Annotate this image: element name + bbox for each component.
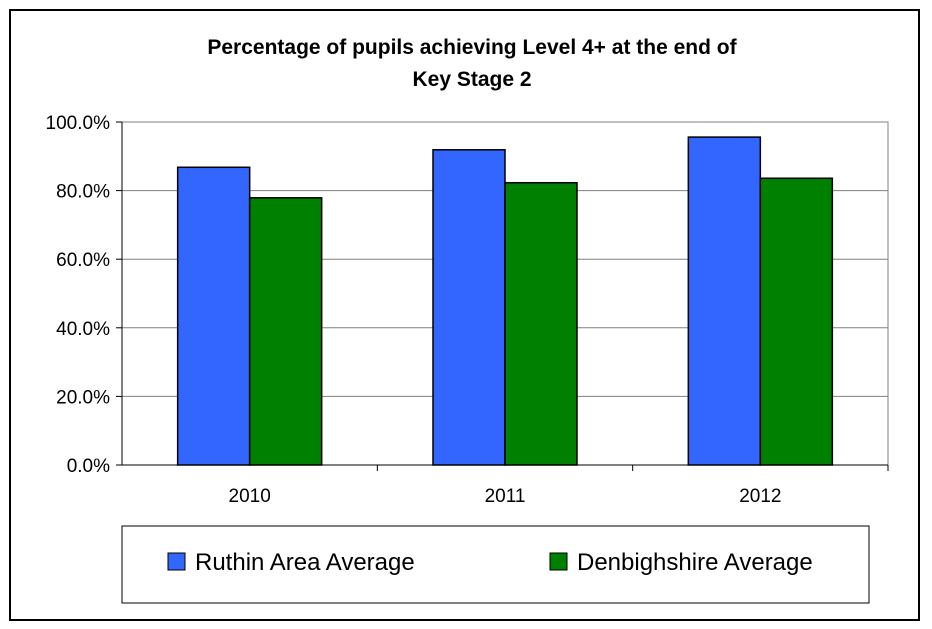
legend-label: Ruthin Area Average (195, 549, 415, 576)
x-tick-label: 2012 (739, 486, 781, 507)
legend-box (121, 525, 870, 604)
y-tick-label: 20.0% (56, 387, 110, 408)
y-tick-label: 80.0% (56, 182, 110, 203)
bar (504, 181, 578, 466)
y-tick-label: 60.0% (56, 250, 110, 271)
legend-swatch (167, 552, 186, 571)
y-tick-label: 0.0% (67, 456, 110, 477)
plot-area: 0.0% 20.0% 40.0% 60.0% 80.0% 100.0% 2010 2011 20… (46, 113, 889, 507)
bar (432, 149, 506, 466)
legend-label: Denbighshire Average (577, 549, 813, 576)
y-tick-label: 40.0% (56, 319, 110, 340)
x-tick-label: 2011 (485, 486, 526, 507)
bar (687, 136, 762, 466)
y-tick-label: 100.0% (46, 113, 111, 134)
x-tick-label: 2010 (229, 486, 271, 507)
chart-title-line-1: Percentage of pupils achieving Level 4+ … (207, 36, 737, 59)
bar (248, 197, 323, 466)
bar (176, 166, 251, 466)
legend-swatch (549, 552, 568, 571)
chart-title-line-2: Key Stage 2 (412, 68, 531, 91)
bar (759, 177, 834, 466)
legend: Ruthin Area Average Denbighshire Average (121, 525, 870, 604)
